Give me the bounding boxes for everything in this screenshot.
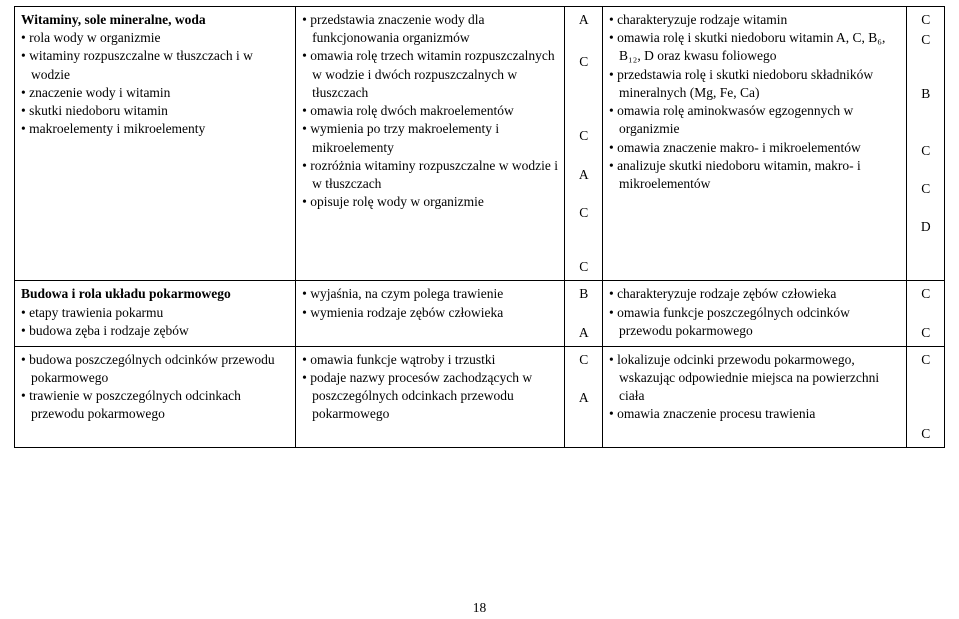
list-item: omawia rolę dwóch makroelementów bbox=[302, 102, 558, 120]
req-list: przedstawia znaczenie wody dla funkcjono… bbox=[302, 11, 558, 211]
grade-letters: A C C A C C bbox=[571, 11, 595, 276]
grade-letter: C bbox=[913, 180, 938, 198]
cell-topic: Budowa i rola układu pokarmowego etapy t… bbox=[15, 281, 296, 346]
cell-grade-basic: A C C A C C bbox=[565, 7, 602, 281]
table-row: Witaminy, sole mineralne, woda rola wody… bbox=[15, 7, 945, 281]
list-item: omawia funkcje poszczególnych odcinków p… bbox=[609, 304, 901, 340]
grade-letter: B bbox=[913, 85, 938, 103]
list-item: etapy trawienia pokarmu bbox=[21, 304, 289, 322]
cell-ext-req: charakteryzuje rodzaje witamin omawia ro… bbox=[602, 7, 907, 281]
list-item: rola wody w organizmie bbox=[21, 29, 289, 47]
list-item: budowa poszczególnych odcinków przewodu … bbox=[21, 351, 289, 387]
grade-letter: C bbox=[571, 127, 595, 145]
grade-letter: A bbox=[571, 324, 595, 342]
topic-heading: Witaminy, sole mineralne, woda bbox=[21, 12, 206, 27]
topic-heading: Budowa i rola układu pokarmowego bbox=[21, 286, 231, 301]
grade-letters: B A bbox=[571, 285, 595, 341]
grade-letter: A bbox=[571, 389, 595, 407]
cell-topic: Witaminy, sole mineralne, woda rola wody… bbox=[15, 7, 296, 281]
grade-letter: D bbox=[913, 218, 938, 236]
grade-letter: A bbox=[571, 166, 595, 184]
table-row: Budowa i rola układu pokarmowego etapy t… bbox=[15, 281, 945, 346]
page: Witaminy, sole mineralne, woda rola wody… bbox=[0, 0, 959, 619]
grade-letter: C bbox=[571, 258, 595, 276]
list-item: budowa zęba i rodzaje zębów bbox=[21, 322, 289, 340]
list-item: omawia znaczenie procesu trawienia bbox=[609, 405, 901, 423]
list-item: witaminy rozpuszczalne w tłuszczach i w … bbox=[21, 47, 289, 83]
cell-topic: budowa poszczególnych odcinków przewodu … bbox=[15, 346, 296, 447]
req-list: omawia funkcje wątroby i trzustki podaje… bbox=[302, 351, 558, 424]
page-number: 18 bbox=[0, 599, 959, 617]
cell-grade-basic: B A bbox=[565, 281, 602, 346]
cell-grade-ext: C C B C C D bbox=[907, 7, 945, 281]
grade-letter: A bbox=[571, 11, 595, 29]
list-item: wyjaśnia, na czym polega trawienie bbox=[302, 285, 558, 303]
list-item: charakteryzuje rodzaje zębów człowieka bbox=[609, 285, 901, 303]
cell-basic-req: przedstawia znaczenie wody dla funkcjono… bbox=[296, 7, 565, 281]
cell-grade-ext: C C bbox=[907, 346, 945, 447]
list-item: przedstawia znaczenie wody dla funkcjono… bbox=[302, 11, 558, 47]
grade-letter: C bbox=[913, 324, 938, 342]
list-item: opisuje rolę wody w organizmie bbox=[302, 193, 558, 211]
grade-letter: C bbox=[913, 11, 938, 29]
cell-grade-basic: C A bbox=[565, 346, 602, 447]
topic-list: etapy trawienia pokarmu budowa zęba i ro… bbox=[21, 304, 289, 340]
cell-basic-req: omawia funkcje wątroby i trzustki podaje… bbox=[296, 346, 565, 447]
cell-ext-req: lokalizuje odcinki przewodu pokarmowego,… bbox=[602, 346, 907, 447]
grade-letter: C bbox=[913, 351, 938, 369]
req-list: wyjaśnia, na czym polega trawienie wymie… bbox=[302, 285, 558, 321]
grade-letter: C bbox=[913, 285, 938, 303]
list-item: makroelementy i mikroelementy bbox=[21, 120, 289, 138]
grade-letter: C bbox=[571, 53, 595, 71]
grade-letter: C bbox=[571, 351, 595, 369]
list-item: wymienia po trzy makroelementy i mikroel… bbox=[302, 120, 558, 156]
grade-letter: B bbox=[571, 285, 595, 303]
list-item: skutki niedoboru witamin bbox=[21, 102, 289, 120]
req-list: charakteryzuje rodzaje zębów człowieka o… bbox=[609, 285, 901, 340]
list-item: rozróżnia witaminy rozpuszczalne w wodzi… bbox=[302, 157, 558, 193]
list-item: omawia rolę aminokwasów egzogennych w or… bbox=[609, 102, 901, 138]
grade-letters: C A bbox=[571, 351, 595, 407]
topic-list: budowa poszczególnych odcinków przewodu … bbox=[21, 351, 289, 424]
list-item: omawia rolę i skutki niedoboru witamin A… bbox=[609, 29, 901, 65]
list-item: omawia funkcje wątroby i trzustki bbox=[302, 351, 558, 369]
curriculum-table: Witaminy, sole mineralne, woda rola wody… bbox=[14, 6, 945, 448]
list-item: lokalizuje odcinki przewodu pokarmowego,… bbox=[609, 351, 901, 406]
grade-letter: C bbox=[913, 31, 938, 49]
req-list: lokalizuje odcinki przewodu pokarmowego,… bbox=[609, 351, 901, 424]
list-item: przedstawia rolę i skutki niedoboru skła… bbox=[609, 66, 901, 102]
table-row: budowa poszczególnych odcinków przewodu … bbox=[15, 346, 945, 447]
list-item: wymienia rodzaje zębów człowieka bbox=[302, 304, 558, 322]
cell-ext-req: charakteryzuje rodzaje zębów człowieka o… bbox=[602, 281, 907, 346]
cell-basic-req: wyjaśnia, na czym polega trawienie wymie… bbox=[296, 281, 565, 346]
list-item: omawia rolę trzech witamin rozpuszczalny… bbox=[302, 47, 558, 102]
cell-grade-ext: C C bbox=[907, 281, 945, 346]
grade-letter: C bbox=[913, 142, 938, 160]
list-item: omawia znaczenie makro- i mikroelementów bbox=[609, 139, 901, 157]
grade-letter: C bbox=[913, 425, 938, 443]
topic-list: rola wody w organizmie witaminy rozpuszc… bbox=[21, 29, 289, 138]
list-item: trawienie w poszczególnych odcinkach prz… bbox=[21, 387, 289, 423]
req-list: charakteryzuje rodzaje witamin omawia ro… bbox=[609, 11, 901, 193]
list-item: znaczenie wody i witamin bbox=[21, 84, 289, 102]
grade-letters: C C B C C D bbox=[913, 11, 938, 236]
table-body: Witaminy, sole mineralne, woda rola wody… bbox=[15, 7, 945, 448]
list-item: podaje nazwy procesów zachodzących w pos… bbox=[302, 369, 558, 424]
grade-letters: C C bbox=[913, 285, 938, 341]
grade-letter: C bbox=[571, 204, 595, 222]
grade-letters: C C bbox=[913, 351, 938, 443]
list-item: charakteryzuje rodzaje witamin bbox=[609, 11, 901, 29]
list-item: analizuje skutki niedoboru witamin, makr… bbox=[609, 157, 901, 193]
